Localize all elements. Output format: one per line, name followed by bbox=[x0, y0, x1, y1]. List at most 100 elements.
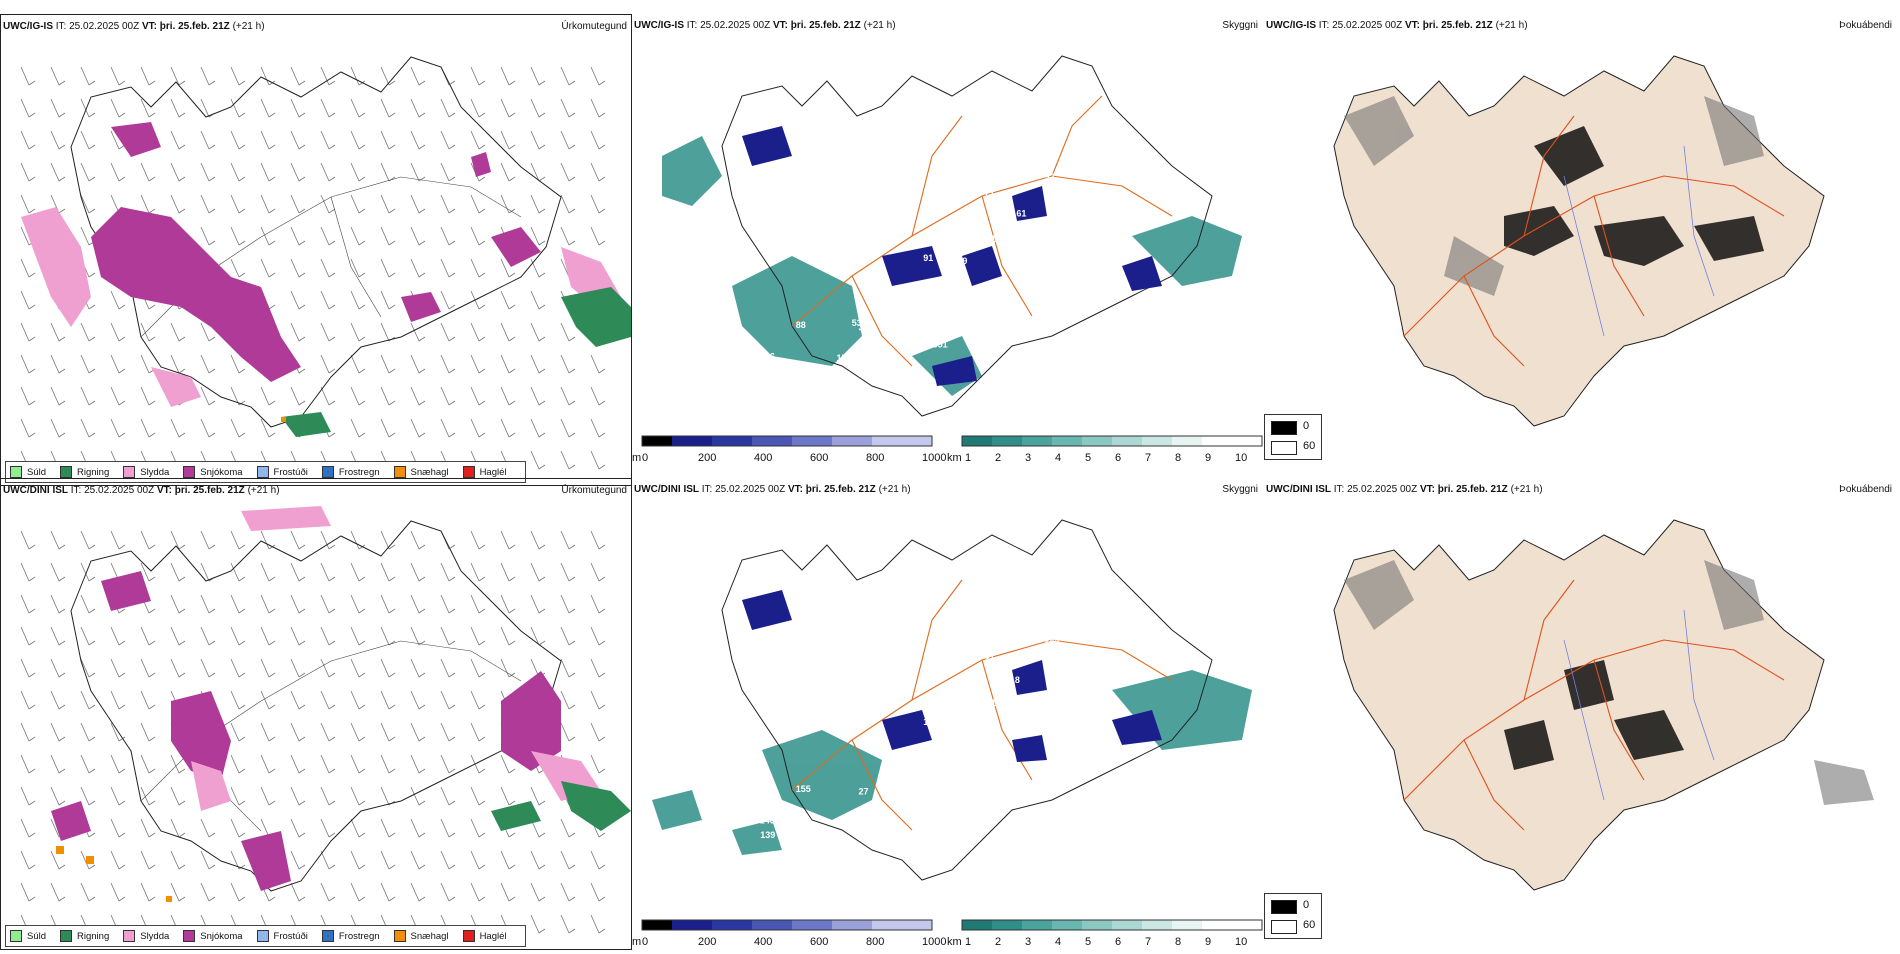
wind-barb bbox=[50, 130, 66, 150]
wind-barb bbox=[200, 850, 216, 870]
wind-barb bbox=[170, 530, 186, 550]
wind-barb bbox=[20, 194, 36, 214]
wind-barb bbox=[500, 258, 516, 278]
wind-barb bbox=[530, 850, 546, 870]
wind-barb bbox=[470, 322, 486, 342]
wind-barb bbox=[230, 354, 246, 374]
precip-map bbox=[20, 56, 631, 470]
wind-barb bbox=[80, 626, 96, 646]
it-prefix: IT: bbox=[701, 484, 713, 495]
wind-barb bbox=[170, 882, 186, 902]
wind-barb bbox=[410, 226, 426, 246]
wind-barb bbox=[320, 562, 336, 582]
wind-barb bbox=[440, 658, 456, 678]
wind-barb bbox=[80, 322, 96, 342]
model-label: UWC/DINI ISL bbox=[634, 484, 699, 495]
wind-barb bbox=[560, 850, 576, 870]
wind-barb bbox=[50, 386, 66, 406]
wind-barb bbox=[230, 594, 246, 614]
precip-map bbox=[20, 506, 631, 934]
wind-barb bbox=[560, 354, 576, 374]
legend-label: Frostúði bbox=[273, 466, 308, 478]
wind-barb bbox=[560, 322, 576, 342]
wind-barb bbox=[80, 658, 96, 678]
wind-barb bbox=[170, 354, 186, 374]
colorbar-tick: 1 bbox=[965, 936, 972, 948]
wind-barbs bbox=[20, 66, 606, 470]
wind-barb bbox=[290, 786, 306, 806]
wind-barb bbox=[410, 258, 426, 278]
wind-barb bbox=[110, 162, 126, 182]
wind-barb bbox=[380, 386, 396, 406]
wind-barb bbox=[560, 594, 576, 614]
wind-barb bbox=[200, 626, 216, 646]
wind-barb bbox=[230, 386, 246, 406]
wind-barb bbox=[230, 754, 246, 774]
colorbar-tick: 7 bbox=[1145, 936, 1152, 948]
legend-swatch bbox=[60, 466, 73, 478]
low-cloud-areas bbox=[742, 126, 1162, 386]
wind-barb bbox=[590, 914, 606, 934]
colorbar-tick: 600 bbox=[810, 936, 829, 948]
wind-barb bbox=[320, 98, 336, 118]
panel-title: Úrkomutegund bbox=[561, 21, 627, 32]
cloud-base-value: 562 bbox=[1173, 379, 1188, 389]
wind-barb bbox=[50, 530, 66, 550]
cloud-base-value: 530 bbox=[852, 318, 867, 328]
wind-barb bbox=[560, 658, 576, 678]
iceland-outline bbox=[721, 519, 1213, 881]
cloud-base-value: 206 bbox=[1086, 284, 1101, 294]
cloud-base-value: 184 bbox=[923, 717, 938, 727]
cloud-base-value: 57 bbox=[849, 159, 859, 169]
wind-barb bbox=[320, 786, 336, 806]
cloud-base-value: 136 bbox=[777, 625, 792, 635]
roads bbox=[1403, 115, 1785, 367]
wind-barb bbox=[440, 594, 456, 614]
wind-barb bbox=[20, 290, 36, 310]
wind-barb bbox=[470, 690, 486, 710]
wind-barb bbox=[350, 786, 366, 806]
wind-barb bbox=[380, 722, 396, 742]
wind-barb bbox=[50, 754, 66, 774]
wind-barb bbox=[380, 690, 396, 710]
legend-swatch bbox=[321, 466, 334, 478]
colorbar-tick: 8 bbox=[1175, 452, 1182, 464]
cloud-base-value: 230 bbox=[1045, 135, 1060, 145]
wind-barb bbox=[470, 882, 486, 902]
wind-barb bbox=[140, 754, 156, 774]
vt-value: þri. 25.feb. 21Z bbox=[1437, 484, 1508, 495]
wind-barb bbox=[530, 162, 546, 182]
colorbar-tick: 1000 bbox=[922, 936, 947, 948]
model-label: UWC/DINI ISL bbox=[3, 485, 68, 496]
wind-barb bbox=[410, 386, 426, 406]
wind-barb bbox=[470, 818, 486, 838]
wind-barb bbox=[80, 354, 96, 374]
wind-barb bbox=[230, 658, 246, 678]
wind-barb bbox=[20, 354, 36, 374]
wind-barb bbox=[50, 658, 66, 678]
wind-barb bbox=[110, 882, 126, 902]
wind-barb bbox=[590, 418, 606, 438]
panel-header: UWC/IG-IS IT: 25.02.2025 00Z VT: þri. 25… bbox=[634, 20, 896, 31]
wind-barb bbox=[410, 98, 426, 118]
legend-item: Snjókoma bbox=[183, 466, 243, 478]
lead-time: (+21 h) bbox=[1495, 20, 1528, 31]
wind-barb bbox=[560, 882, 576, 902]
wind-barb bbox=[380, 258, 396, 278]
wind-barb bbox=[500, 98, 516, 118]
cloud-base-value: 57 bbox=[891, 657, 901, 667]
hail-dot bbox=[281, 417, 286, 422]
wind-barb bbox=[50, 562, 66, 582]
wind-barb bbox=[320, 722, 336, 742]
wind-barb bbox=[80, 130, 96, 150]
wind-barb bbox=[200, 386, 216, 406]
wind-barb bbox=[320, 594, 336, 614]
wind-barb bbox=[350, 226, 366, 246]
it-prefix: IT: bbox=[1333, 484, 1345, 495]
it-prefix: IT: bbox=[1318, 20, 1330, 31]
colorbar-tick: 0 bbox=[642, 936, 649, 948]
wind-barb bbox=[470, 418, 486, 438]
fog-map bbox=[1333, 519, 1874, 891]
wind-barb bbox=[500, 194, 516, 214]
wind-barb bbox=[470, 786, 486, 806]
